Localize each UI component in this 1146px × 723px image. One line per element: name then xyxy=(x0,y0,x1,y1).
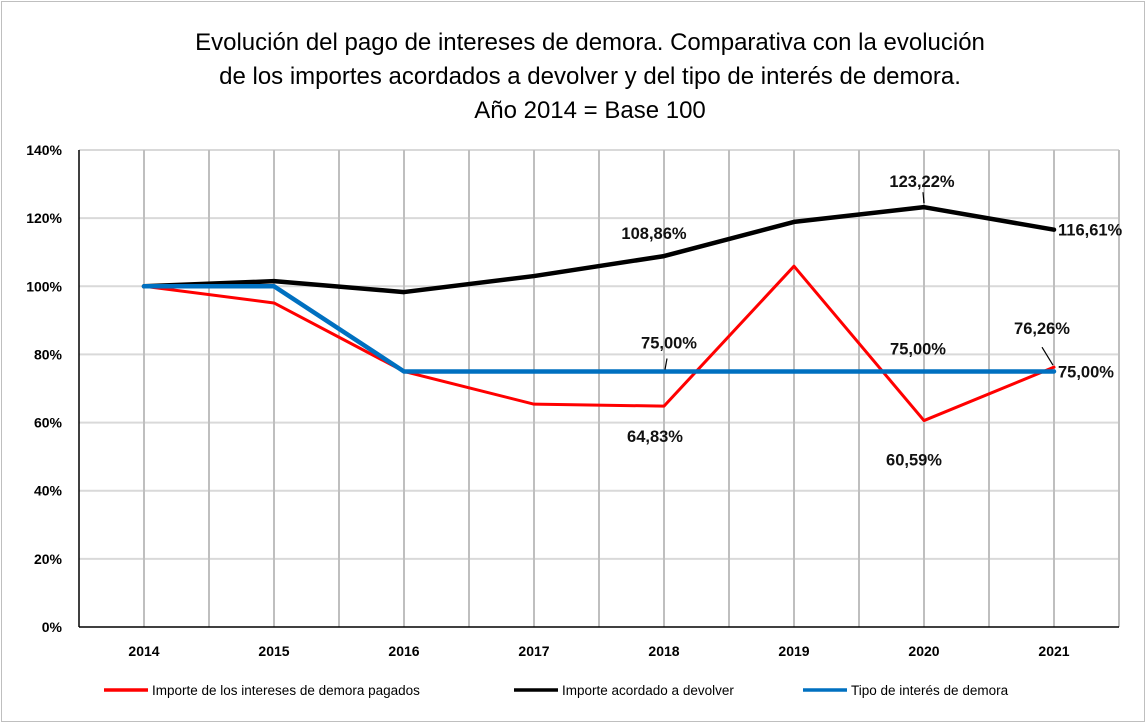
series-line-2 xyxy=(141,284,1057,374)
y-tick-label: 0% xyxy=(42,619,63,635)
data-label: 64,83% xyxy=(627,428,683,446)
gridlines xyxy=(79,149,1120,627)
leader-line xyxy=(1041,346,1054,366)
leader-line xyxy=(922,192,925,204)
y-tick-label: 80% xyxy=(34,346,63,362)
x-tick-label: 2017 xyxy=(518,643,549,659)
x-tick-label: 2014 xyxy=(128,643,159,659)
data-label: 108,86% xyxy=(621,225,686,243)
x-tick-label: 2020 xyxy=(908,643,939,659)
data-label: 123,22% xyxy=(889,173,954,191)
y-tick-label: 40% xyxy=(34,483,63,499)
x-tick-label: 2018 xyxy=(648,643,679,659)
data-labels: 108,86% 123,22% 116,61% 75,00% 75,00% 75,00% 6… xyxy=(621,173,1122,469)
data-label: 75,00% xyxy=(890,340,946,358)
series-lines xyxy=(141,204,1057,423)
y-tick-label: 60% xyxy=(34,415,63,431)
data-label: 60,59% xyxy=(886,452,942,470)
data-label: 75,00% xyxy=(641,334,697,352)
legend-label-2: Tipo de interés de demora xyxy=(851,683,1009,698)
y-tick-label: 20% xyxy=(34,551,63,567)
chart-title-line-2: de los importes acordados a devolver y d… xyxy=(219,63,961,90)
legend-label-0: Importe de los intereses de demora pagad… xyxy=(152,683,420,698)
data-label: 116,61% xyxy=(1058,222,1123,240)
leader-line xyxy=(664,358,668,370)
axes: 0% 20% 40% 60% 80% 100% 120% 140% 2014 2015 2016 20… xyxy=(26,142,1119,659)
data-label: 76,26% xyxy=(1014,320,1070,338)
x-tick-label: 2021 xyxy=(1038,643,1069,659)
chart-title-line-3: Año 2014 = Base 100 xyxy=(474,97,706,124)
series-line-0 xyxy=(142,264,1056,423)
legend: Importe de los intereses de demora pagad… xyxy=(104,683,1009,698)
x-tick-label: 2016 xyxy=(388,643,419,659)
series-line-1 xyxy=(141,204,1057,295)
x-tick-label: 2015 xyxy=(258,643,289,659)
y-tick-label: 140% xyxy=(26,142,62,158)
legend-label-1: Importe acordado a devolver xyxy=(562,683,734,698)
chart-title-line-1: Evolución del pago de intereses de demor… xyxy=(195,29,985,56)
y-tick-label: 120% xyxy=(26,210,62,226)
data-label: 75,00% xyxy=(1058,363,1114,381)
x-tick-label: 2019 xyxy=(778,643,809,659)
y-tick-label: 100% xyxy=(26,278,62,294)
